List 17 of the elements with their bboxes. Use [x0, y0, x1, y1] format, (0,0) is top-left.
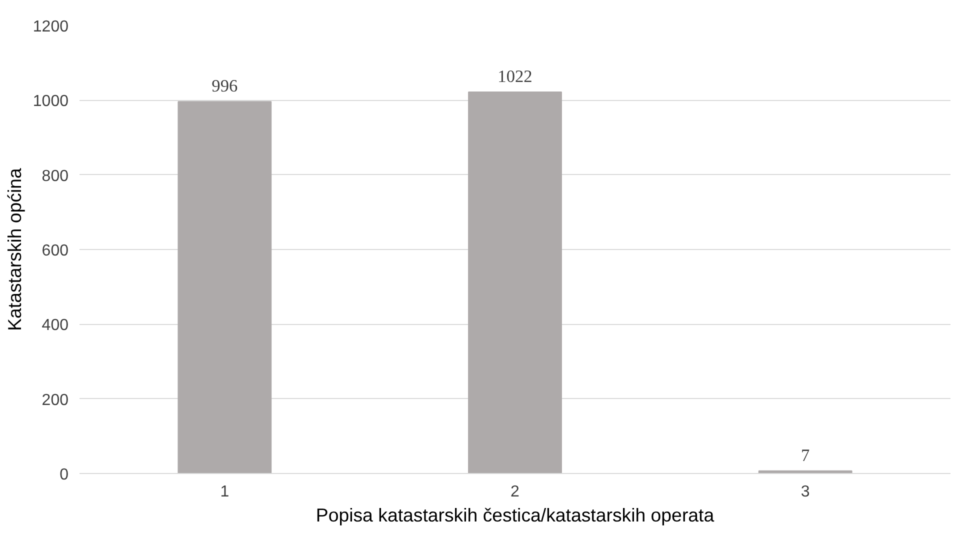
x-tick-label: 3 [800, 484, 810, 500]
y-tick-label: 600 [42, 242, 69, 260]
data-label: 1022 [498, 66, 532, 86]
bar [178, 101, 272, 474]
y-tick-label: 1000 [32, 93, 69, 110]
y-tick-label: 0 [60, 466, 69, 484]
x-axis-title: Popisa katastarskih čestica/katastarskih operata [316, 504, 715, 526]
data-label: 7 [801, 446, 810, 465]
y-tick-label: 1200 [32, 18, 69, 36]
y-tick-label: 400 [42, 317, 69, 334]
data-label: 996 [212, 76, 238, 96]
bar [468, 91, 562, 474]
y-tick-label: 800 [42, 168, 69, 185]
y-tick-label: 200 [42, 392, 69, 409]
x-tick-label: 1 [220, 484, 230, 500]
x-tick-label: 2 [510, 484, 520, 500]
y-axis-title: Katastarskih općina [4, 167, 25, 331]
